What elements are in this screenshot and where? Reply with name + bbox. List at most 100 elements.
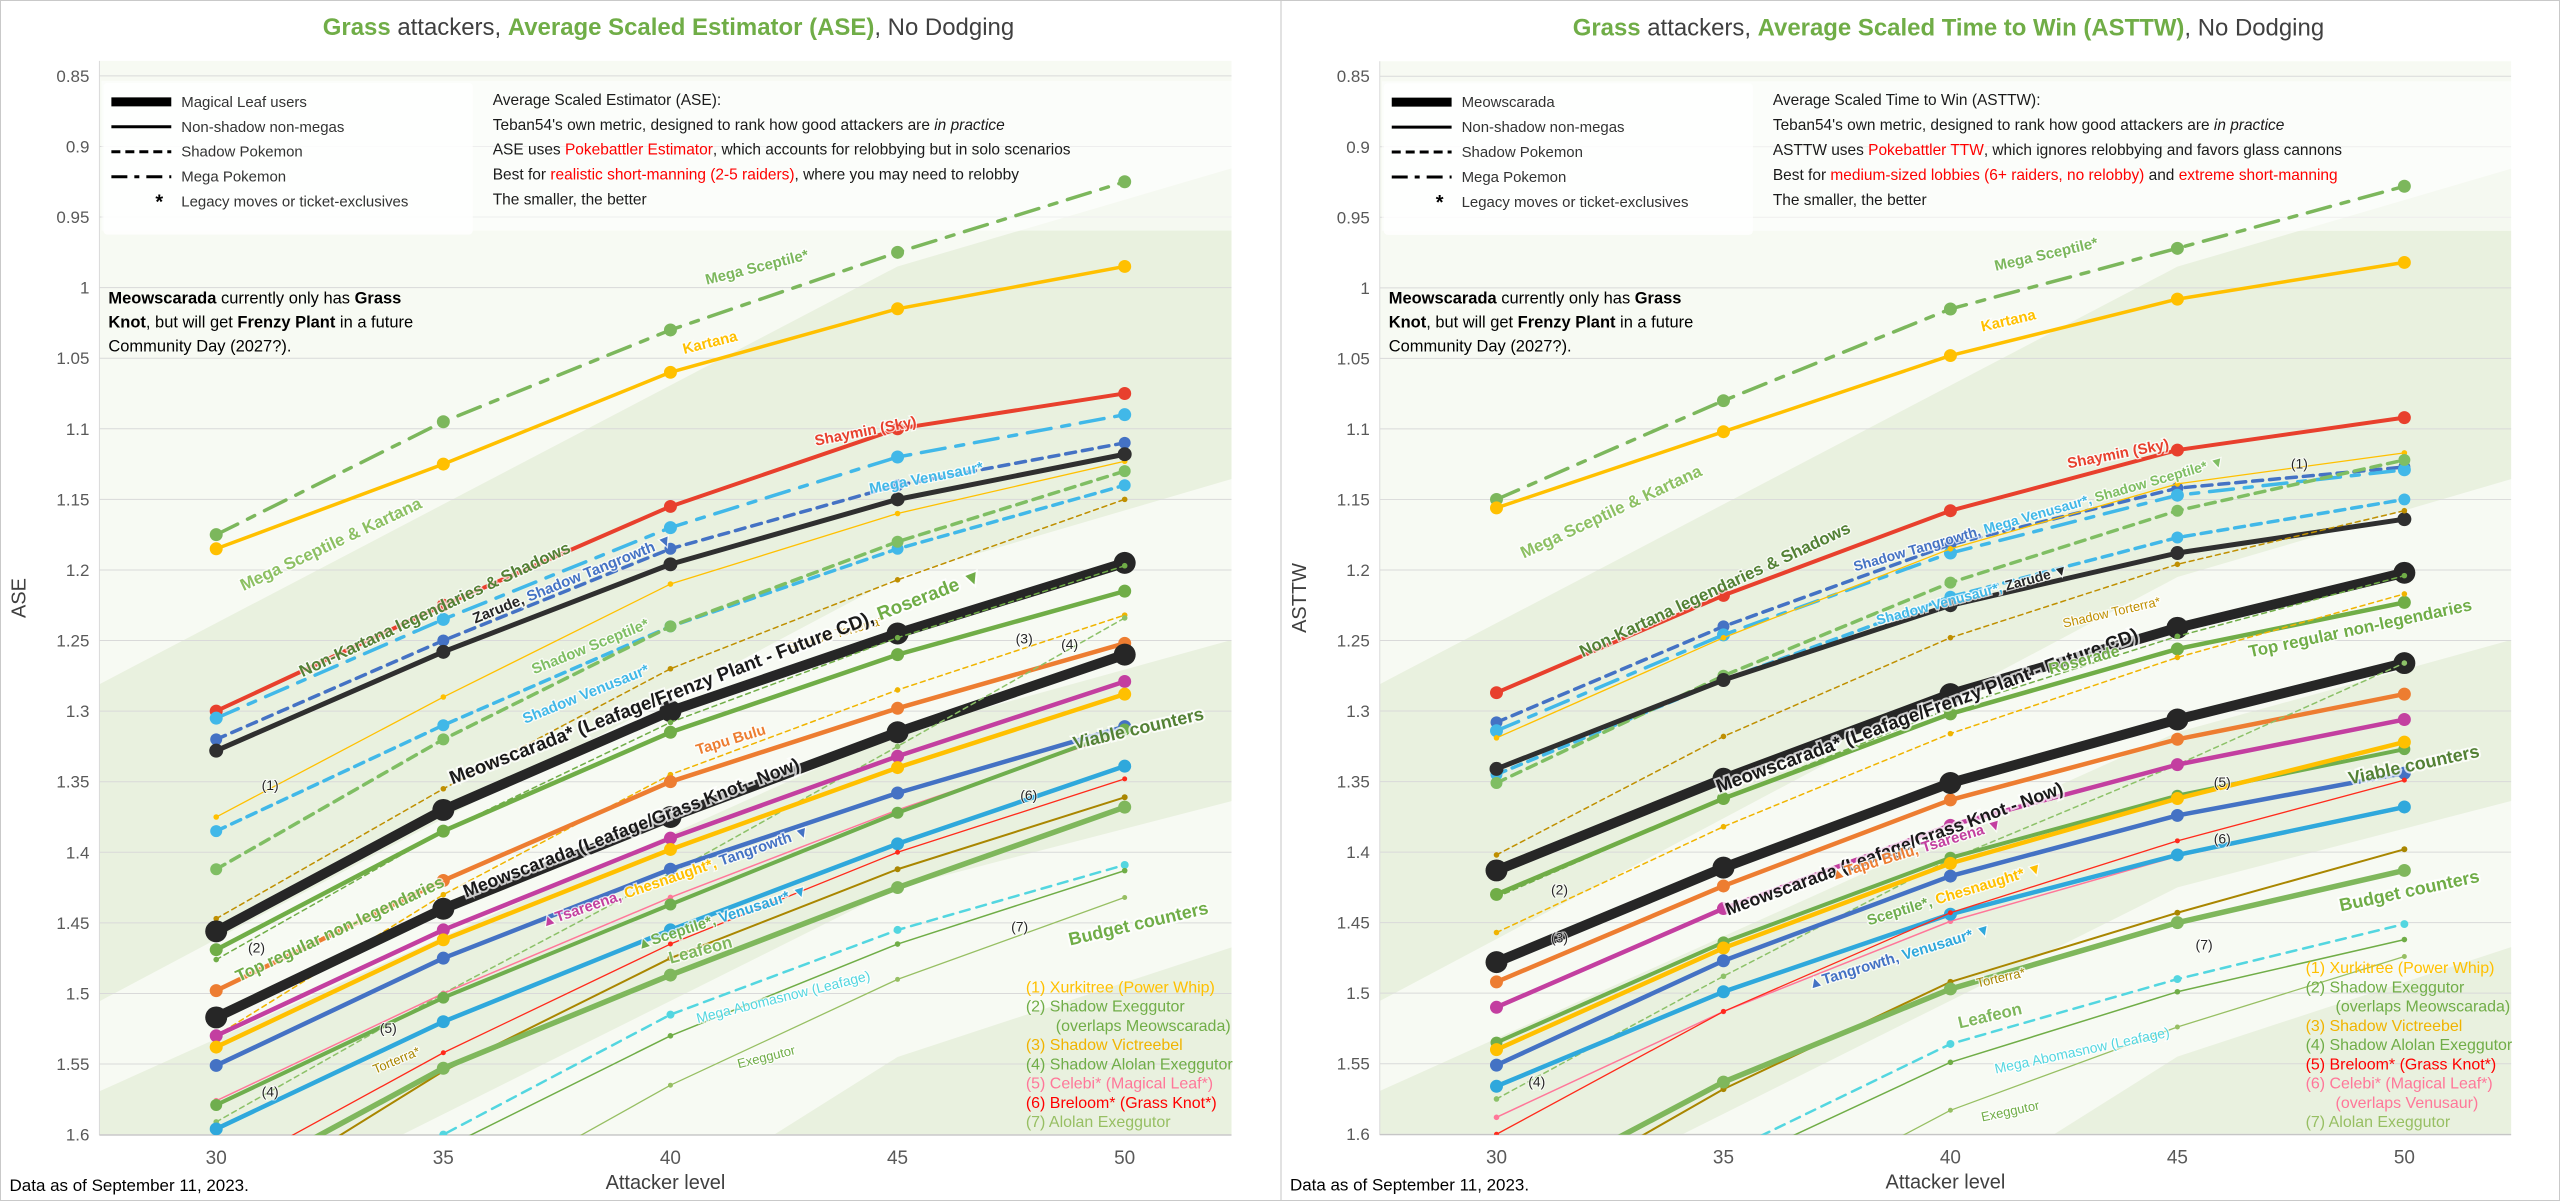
- data-point-shadow-sceptile-L35: [437, 733, 450, 746]
- data-point-meowscarada-now-L40: [1939, 772, 1962, 794]
- note-segment: Community Day (2027?).: [1389, 338, 1572, 356]
- y-tick-label: 1.1: [1346, 420, 1370, 439]
- annotation-number: (1): [262, 777, 279, 793]
- series-layer: [1485, 179, 2416, 1135]
- data-point-alolan-exeggutor-L40: [1947, 1107, 1953, 1113]
- annotation-number: (5): [2214, 774, 2231, 790]
- x-axis-title: Attacker level: [1886, 1172, 2006, 1194]
- data-point-zarude-L30: [1489, 761, 1504, 776]
- description-segment: The smaller, the better: [493, 192, 647, 209]
- data-point-tsareena-L40: [1943, 818, 1957, 832]
- data-point-exeggutor-L40: [667, 1032, 674, 1039]
- series-shadow-victreebel: [1493, 591, 2408, 936]
- x-tick-label: 35: [433, 1148, 454, 1169]
- data-point-meowscarada-now-L35: [432, 897, 455, 920]
- y-tick-label: 0.95: [56, 208, 89, 227]
- x-axis-title: Attacker level: [606, 1172, 726, 1194]
- data-point-breloom-L45: [895, 849, 901, 855]
- note-segment: Knot: [1389, 314, 1427, 332]
- series-exeggutor: [1793, 936, 2408, 1135]
- chart-svg-ase: 0.85 0.9 0.95 1 1.05 1.1 1.15 1.2 1.25 1.3 1.35 1.4…: [9, 14, 1245, 1195]
- data-point-venusaur-L30: [209, 1122, 223, 1136]
- data-point-mega-abomasnow-L45: [893, 925, 902, 934]
- data-point-mega-venusaur-L40: [663, 521, 677, 535]
- data-point-mega-sceptile-L40: [1943, 302, 1957, 316]
- y-tick-label: 1.55: [56, 1055, 89, 1074]
- y-tick-label: 0.9: [66, 137, 90, 156]
- title-segment: attackers,: [1641, 14, 1758, 41]
- footnote-line: (5) Celebi* (Magical Leaf*): [1026, 1076, 1213, 1093]
- footnote-line: (4) Shadow Alolan Exeggutor: [1026, 1056, 1234, 1073]
- data-point-shaymin-sky-L35: [436, 598, 450, 612]
- metric-description: Average Scaled Time to Win (ASTTW): Teban…: [1773, 92, 2342, 209]
- data-point-shadow-venusaur-L45: [2171, 531, 2184, 544]
- data-point-breloom-L30: [1494, 1131, 1499, 1135]
- data-point-mega-venusaur-L50: [2397, 463, 2411, 477]
- y-tick-label: 1.45: [56, 914, 89, 933]
- data-point-shadow-tangrowth-L50: [1118, 436, 1131, 449]
- data-point-venusaur-L50: [2397, 800, 2411, 814]
- data-point-mega-sceptile-L45: [891, 245, 905, 259]
- description-line: The smaller, the better: [1773, 192, 1927, 209]
- data-point-shadow-sceptile-L30: [1490, 776, 1503, 789]
- data-point-tapu-bulu-L45: [891, 701, 905, 715]
- legend: Meowscarada Non-shadow non-megas Shadow Po…: [1391, 94, 1688, 214]
- data-point-chesnaught-L50: [2397, 735, 2411, 749]
- y-tick-label: 1.2: [66, 561, 90, 580]
- data-point-venusaur-L35: [1716, 985, 1730, 999]
- data-point-mega-sceptile-L35: [1716, 394, 1730, 408]
- data-point-zarude-L35: [436, 644, 451, 659]
- data-point-tsareena-L30: [209, 1029, 223, 1043]
- data-point-shadow-exeggutor-L50: [1121, 562, 1128, 569]
- data-point-leafeon-L40: [663, 968, 677, 982]
- series-kartana: [1490, 255, 2411, 515]
- data-point-sceptile-L35: [437, 991, 450, 1004]
- note-segment: , but will get: [1426, 314, 1517, 332]
- data-point-meowscarada-future-L50: [2393, 561, 2416, 584]
- data-point-tapu-bulu-L45: [2170, 732, 2184, 746]
- data-point-mega-abomasnow-L50: [1120, 860, 1129, 869]
- description-segment: in practice: [2214, 117, 2285, 134]
- data-point-torterra-L40: [667, 955, 674, 962]
- series-sceptile: [210, 723, 1131, 1111]
- data-point-shaymin-sky-L40: [663, 499, 677, 513]
- data-point-roserade-L50: [2397, 595, 2411, 609]
- data-point-kartana-L40: [663, 365, 677, 379]
- data-point-shadow-exeggutor-L40: [1947, 705, 1954, 712]
- series-shaymin-sky: [209, 387, 1132, 718]
- y-tick-label: 1.3: [1346, 702, 1370, 721]
- series-alolan-exeggutor: [579, 894, 1128, 1136]
- footnote-line: (2) Shadow Exeggutor: [1026, 999, 1186, 1016]
- footnote-line: (2) Shadow Exeggutor: [2306, 979, 2465, 996]
- series-tangrowth: [1490, 766, 2411, 1072]
- data-point-shaymin-sky-L45: [891, 422, 905, 436]
- description-segment: ASTTW uses: [1773, 142, 1868, 159]
- data-point-tapu-bulu-L40: [1943, 793, 1957, 807]
- data-point-tsareena-L30: [1490, 1000, 1503, 1014]
- annotation-number: (6): [2214, 831, 2231, 847]
- data-point-shadow-victreebel-L50: [2401, 591, 2408, 597]
- description-line: Teban54's own metric, designed to rank h…: [1773, 117, 2285, 134]
- data-point-alolan-exeggutor-L40: [667, 1082, 673, 1088]
- data-point-tangrowth-L40: [1943, 869, 1957, 883]
- footnote-line: (4) Shadow Alolan Exeggutor: [2306, 1037, 2513, 1054]
- description-line: ASTTW uses Pokebattler TTW, which ignore…: [1773, 142, 2342, 159]
- series-chesnaught: [209, 687, 1132, 1054]
- data-point-torterra-L45: [2174, 909, 2181, 916]
- data-point-chesnaught-L45: [891, 761, 905, 775]
- y-tick-label: 1.2: [1346, 561, 1370, 580]
- y-tick-label: 1.55: [1337, 1055, 1370, 1074]
- data-point-breloom-L50: [2401, 777, 2407, 783]
- data-as-of-note: Data as of September 11, 2023.: [10, 1176, 249, 1195]
- data-point-shadow-sceptile-L45: [891, 535, 904, 548]
- data-point-meowscarada-future-L40: [1939, 683, 1962, 706]
- data-point-breloom-L50: [1122, 776, 1128, 782]
- y-tick-label: 0.85: [56, 67, 89, 86]
- title-segment: Average Scaled Estimator (ASE): [508, 14, 875, 41]
- data-point-alolan-exeggutor-L45: [895, 976, 901, 982]
- series-xurkitree: [213, 458, 1128, 820]
- data-point-kartana-L50: [2397, 255, 2411, 269]
- data-point-shaymin-sky-L30: [1490, 686, 1503, 700]
- series-exeggutor: [468, 867, 1128, 1136]
